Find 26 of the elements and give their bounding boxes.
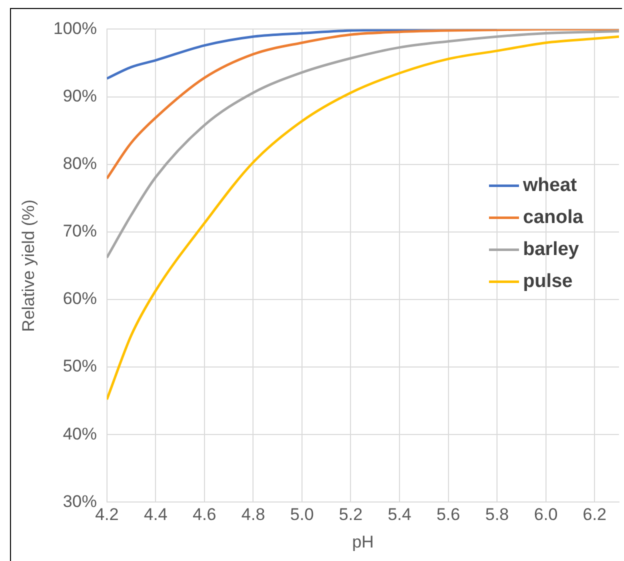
y-tick-label: 90% <box>62 86 97 106</box>
y-tick-label: 40% <box>62 424 97 444</box>
y-tick-label: 30% <box>62 492 97 511</box>
y-tick-label: 60% <box>62 289 97 308</box>
y-tick-label: 80% <box>62 154 97 174</box>
legend-label: canola <box>523 206 584 228</box>
x-tick-label: 5.0 <box>290 505 314 524</box>
legend-label: wheat <box>522 174 578 196</box>
legend-label: pulse <box>523 270 573 292</box>
x-tick-label: 4.4 <box>144 505 168 524</box>
y-axis-title: Relative yield (%) <box>18 200 38 332</box>
x-tick-label: 4.8 <box>241 505 266 524</box>
x-tick-label: 5.8 <box>485 505 509 524</box>
x-tick-label: 4.2 <box>95 505 119 524</box>
x-tick-label: 5.4 <box>388 505 412 524</box>
x-tick-label: 6.0 <box>534 505 558 524</box>
y-tick-label: 50% <box>62 356 97 376</box>
y-tick-label: 70% <box>62 222 97 241</box>
x-tick-label: 6.2 <box>582 505 606 524</box>
x-tick-label: 5.2 <box>338 505 363 524</box>
x-tick-label: 4.6 <box>192 505 216 524</box>
legend-label: barley <box>523 238 580 260</box>
y-tick-label: 100% <box>53 18 97 38</box>
x-tick-label: 5.6 <box>436 505 460 524</box>
x-axis-title: pH <box>352 532 374 552</box>
line-series <box>106 35 619 401</box>
